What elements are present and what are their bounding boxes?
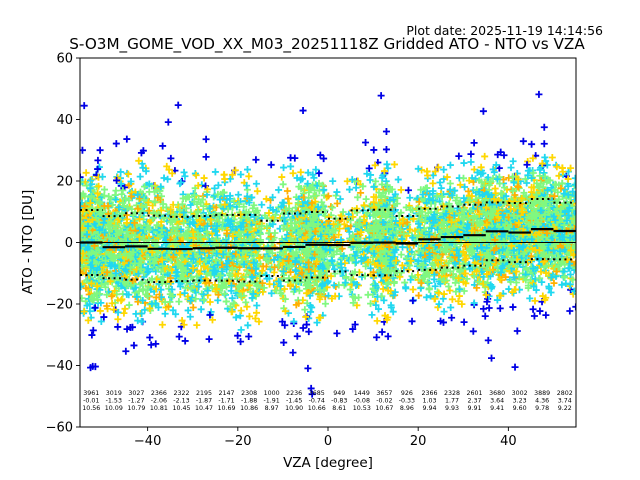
scatter-marker	[80, 102, 88, 110]
scatter-marker	[83, 182, 91, 190]
scatter-marker	[88, 331, 96, 339]
scatter-marker	[89, 326, 97, 334]
scatter-marker	[95, 182, 103, 190]
scatter-marker	[84, 222, 92, 230]
scatter-marker	[94, 165, 102, 173]
scatter-marker	[102, 283, 110, 291]
scatter-marker	[87, 249, 95, 257]
scatter-marker	[91, 363, 99, 371]
scatter-marker	[82, 284, 90, 292]
scatter-marker	[90, 220, 98, 228]
scatter-marker	[83, 231, 91, 239]
scatter-marker	[82, 169, 90, 177]
scatter-marker	[80, 256, 86, 264]
scatter-marker	[91, 304, 99, 312]
scatter-marker	[92, 260, 100, 268]
scatter-marker	[83, 302, 91, 310]
scatter-marker	[96, 290, 104, 298]
scatter-marker	[93, 282, 101, 290]
scatter-marker	[100, 186, 108, 194]
scatter-marker	[80, 190, 87, 198]
scatter-marker	[80, 294, 86, 302]
scatter-marker	[84, 316, 92, 324]
scatter-marker	[92, 214, 100, 222]
scatter-marker	[86, 184, 94, 192]
scatter-marker	[94, 156, 102, 164]
scatter-marker	[86, 199, 94, 207]
scatter-marker	[121, 305, 129, 313]
scatter-marker	[96, 146, 104, 154]
plot-date: Plot date: 2025-11-19 14:14:56	[406, 23, 603, 38]
scatter-marker	[88, 280, 96, 288]
scatter-marker	[80, 308, 88, 316]
scatter-marker	[94, 189, 102, 197]
scatter-marker	[97, 318, 105, 326]
scatter-marker	[88, 192, 96, 200]
scatter-marker	[98, 173, 106, 181]
scatter-marker	[117, 168, 125, 176]
scatter-marker	[87, 364, 95, 372]
scatter-marker	[96, 307, 104, 315]
scatter-marker	[86, 177, 94, 185]
chart-title: S-O3M_GOME_VOD_XX_M03_20251118Z Gridded …	[69, 35, 585, 54]
scatter-marker	[88, 216, 96, 224]
scatter-marker	[95, 246, 103, 254]
scatter-marker	[88, 295, 96, 303]
scatter-marker	[82, 264, 90, 272]
scatter-marker	[80, 207, 87, 215]
scatter-marker	[80, 283, 85, 291]
scatter-marker	[81, 202, 89, 210]
scatter-marker	[80, 249, 87, 257]
scatter-marker	[92, 234, 100, 242]
scatter-marker	[96, 199, 104, 207]
